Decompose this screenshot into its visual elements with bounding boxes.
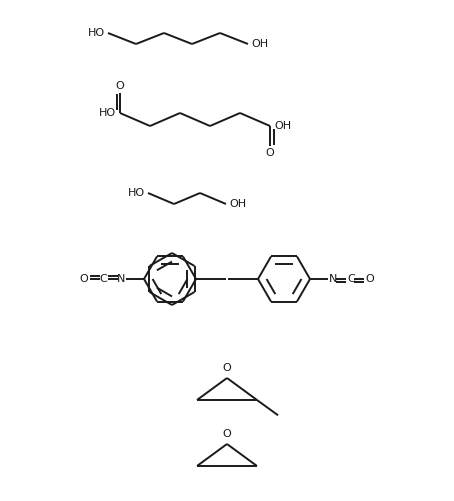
Text: C: C	[99, 274, 107, 284]
Text: C: C	[347, 274, 355, 284]
Text: O: O	[116, 81, 124, 91]
Text: OH: OH	[229, 199, 246, 209]
Text: HO: HO	[99, 108, 116, 118]
Text: O: O	[222, 363, 232, 373]
Text: OH: OH	[274, 121, 291, 131]
Text: N: N	[329, 274, 337, 284]
Text: O: O	[222, 429, 232, 439]
Text: O: O	[266, 148, 274, 158]
Text: O: O	[365, 274, 375, 284]
Text: OH: OH	[251, 39, 268, 49]
Text: HO: HO	[88, 28, 105, 38]
Text: HO: HO	[128, 188, 145, 198]
Text: N: N	[117, 274, 125, 284]
Text: O: O	[79, 274, 89, 284]
